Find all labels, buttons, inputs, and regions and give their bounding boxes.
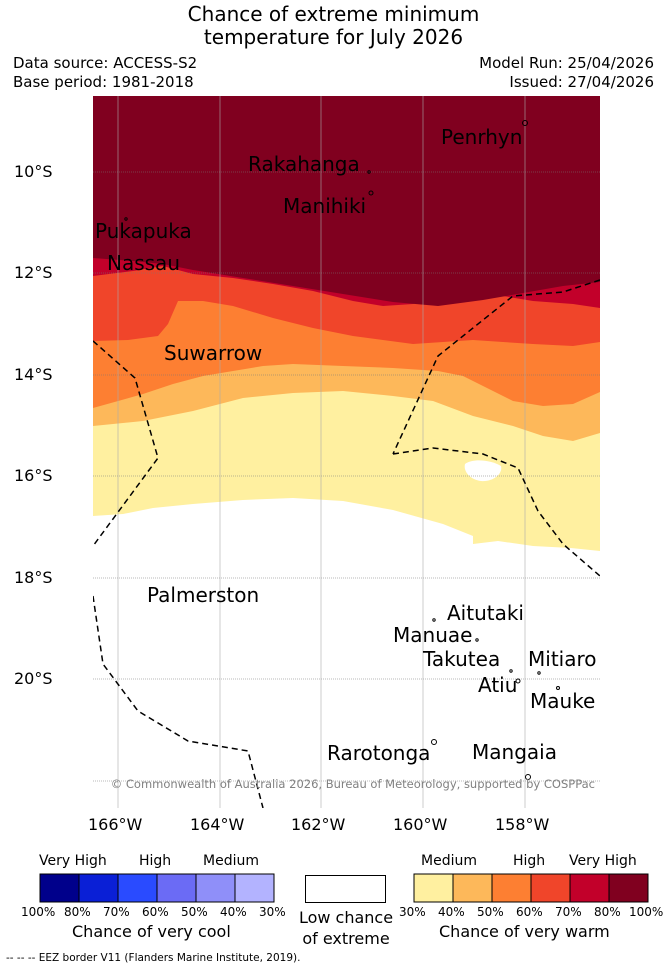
island-label-manihiki: Manihiki	[283, 194, 366, 218]
cool-colorbar	[39, 873, 275, 903]
cool-tick: 30%	[259, 905, 286, 919]
island-label-mangaia: Mangaia	[472, 740, 557, 764]
warm-tick: 80%	[594, 905, 621, 919]
cool-swatch	[234, 873, 275, 903]
island-label-rakahanga: Rakahanga	[248, 152, 360, 176]
warm-tick: 100%	[629, 905, 664, 919]
cool-legend-caption: Chance of very cool	[72, 922, 231, 941]
lon-label-166w: 166°W	[88, 815, 143, 834]
cool-tick: 70%	[103, 905, 130, 919]
warm-swatch	[530, 873, 571, 903]
lon-label-164w: 164°W	[190, 815, 245, 834]
lon-label-162w: 162°W	[291, 815, 346, 834]
lon-label-158w: 158°W	[495, 815, 550, 834]
base-period: Base period: 1981-2018	[13, 73, 194, 91]
warm-colorbar-ticks: 30% 40% 50% 60% 70% 80% 100%	[392, 905, 667, 921]
warm-tick: 40%	[438, 905, 465, 919]
warm-swatch	[491, 873, 532, 903]
lat-label-14s: 14°S	[14, 365, 53, 384]
cool-swatch	[156, 873, 197, 903]
eez-border	[93, 279, 600, 808]
island-label-mauke: Mauke	[530, 689, 595, 713]
island-label-takutea: Takutea	[422, 647, 500, 671]
map-title-line-1: Chance of extreme minimum	[187, 2, 480, 26]
island-label-palmerston: Palmerston	[147, 583, 259, 607]
map-title-line-2: temperature for July 2026	[203, 25, 464, 49]
cool-tick: 100%	[21, 905, 56, 919]
graticule-meridians	[117, 96, 526, 808]
cool-tick: 80%	[64, 905, 91, 919]
graticule	[93, 171, 600, 782]
island-label-suwarrow: Suwarrow	[164, 341, 262, 365]
island-label-penrhyn: Penrhyn	[441, 125, 522, 149]
cool-swatch	[39, 873, 80, 903]
cool-tick: 60%	[142, 905, 169, 919]
low-chance-caption-1: Low chance	[298, 908, 394, 927]
warm-legend-very-high: Very High	[569, 853, 637, 869]
cool-swatch	[78, 873, 119, 903]
warm-legend-medium: Medium	[421, 853, 477, 869]
cool-colorbar-ticks: 100% 80% 70% 60% 50% 40% 30%	[18, 905, 294, 921]
lat-label-12s: 12°S	[14, 263, 53, 282]
cool-legend-very-high: Very High	[39, 853, 107, 869]
data-source: Data source: ACCESS-S2	[13, 54, 198, 72]
model-run: Model Run: 25/04/2026	[479, 54, 654, 72]
island-label-pukapuka: Pukapuka	[95, 219, 192, 243]
lat-label-16s: 16°S	[14, 466, 53, 485]
island-label-atiu: Atiu	[478, 673, 517, 697]
cool-legend-medium: Medium	[203, 853, 259, 869]
island-label-aitutaki: Aitutaki	[447, 601, 524, 625]
lat-label-18s: 18°S	[14, 568, 53, 587]
warm-legend-high: High	[513, 853, 546, 869]
low-chance-swatch	[305, 875, 386, 903]
cool-tick: 50%	[181, 905, 208, 919]
cool-tick: 40%	[220, 905, 247, 919]
eez-border-note: -- -- -- EEZ border V11 (Flanders Marine…	[6, 952, 301, 964]
warm-tick: 60%	[516, 905, 543, 919]
warm-tick: 50%	[477, 905, 504, 919]
lon-label-160w: 160°W	[393, 815, 448, 834]
island-markers	[124, 120, 560, 780]
warm-tick: 30%	[399, 905, 426, 919]
low-chance-caption-2: of extreme	[302, 929, 390, 948]
warm-swatch	[569, 873, 610, 903]
island-label-mitiaro: Mitiaro	[528, 647, 597, 671]
cool-legend-high: High	[139, 853, 172, 869]
warm-colorbar	[413, 873, 649, 903]
lat-label-20s: 20°S	[14, 669, 53, 688]
warm-swatch	[413, 873, 454, 903]
cool-swatch	[117, 873, 158, 903]
copyright-notice: © Commonwealth of Australia 2026, Bureau…	[111, 777, 595, 791]
forecast-map[interactable]: Penrhyn Rakahanga Manihiki Pukapuka Nass…	[93, 96, 600, 808]
island-labels: Penrhyn Rakahanga Manihiki Pukapuka Nass…	[95, 125, 597, 765]
issued-date: Issued: 27/04/2026	[509, 73, 654, 91]
island-label-nassau: Nassau	[107, 251, 180, 275]
lat-label-10s: 10°S	[14, 162, 53, 181]
cool-swatch	[195, 873, 236, 903]
warm-swatch	[452, 873, 493, 903]
warm-swatch	[608, 873, 649, 903]
warm-legend-caption: Chance of very warm	[439, 922, 610, 941]
warm-tick: 70%	[555, 905, 582, 919]
island-label-rarotonga: Rarotonga	[327, 741, 430, 765]
island-label-manuae: Manuae	[393, 623, 472, 647]
